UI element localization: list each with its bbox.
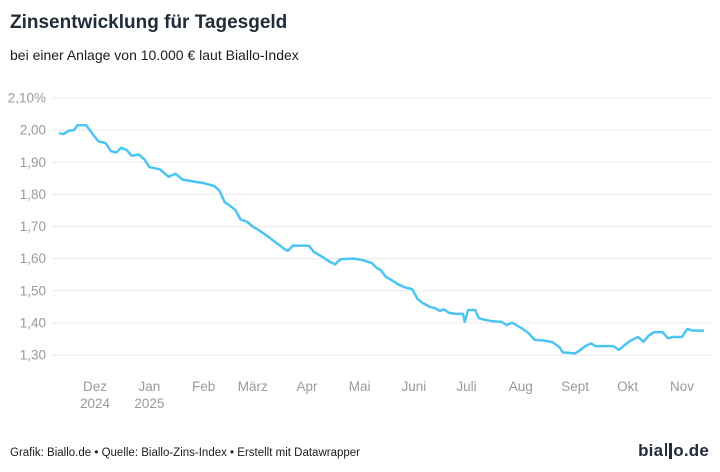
chart-svg: 2,10% 2,00 1,90 1,80 1,70 1,60 1,50 1,40 1,30 Dez… bbox=[8, 91, 712, 411]
chart-subtitle: bei einer Anlage von 10.000 € laut Biall… bbox=[10, 47, 299, 63]
logo-letter-bar-icon bbox=[669, 443, 672, 459]
x-tick-label: Dez bbox=[83, 379, 107, 394]
y-tick-label: 1,50 bbox=[20, 283, 46, 298]
x-tick-label: Nov bbox=[670, 379, 694, 394]
logo-text-suffix: o.de bbox=[673, 441, 709, 460]
x-tick-label: Juli bbox=[456, 379, 476, 394]
y-tick-label: 1,60 bbox=[20, 251, 46, 266]
series-line-tagesgeld bbox=[58, 124, 705, 355]
y-tick-label: 2,10% bbox=[8, 91, 46, 106]
y-tick-label: 1,80 bbox=[20, 187, 46, 202]
x-tick-label: März bbox=[238, 379, 268, 394]
x-tick-label: Aug bbox=[509, 379, 533, 394]
x-tick-label: Okt bbox=[617, 379, 638, 394]
y-tick-label: 1,90 bbox=[20, 155, 46, 170]
x-tick-label: Sept bbox=[561, 379, 589, 394]
y-tick-label: 1,40 bbox=[20, 315, 46, 330]
y-tick-label: 2,00 bbox=[20, 123, 46, 138]
x-tick-label: Juni bbox=[402, 379, 427, 394]
y-tick-label: 1,70 bbox=[20, 219, 46, 234]
attribution-line: Grafik: Biallo.de • Quelle: Biallo-Zins-… bbox=[10, 447, 360, 459]
biallo-logo: bia o.de bbox=[638, 441, 709, 461]
x-tick-label: Apr bbox=[297, 379, 319, 394]
chart-header: Zinsentwicklung für Tagesgeld bei einer … bbox=[10, 11, 710, 64]
x-tick-label: Feb bbox=[192, 379, 215, 394]
x-tick-year-label: 2024 bbox=[80, 396, 111, 411]
x-tick-year-label: 2025 bbox=[134, 396, 164, 411]
x-tick-label: Mai bbox=[349, 379, 371, 394]
x-tick-label: Jan bbox=[138, 379, 160, 394]
page-title: Zinsentwicklung für Tagesgeld bbox=[10, 12, 288, 33]
logo-text-prefix: bia bbox=[638, 441, 664, 460]
y-tick-label: 1,30 bbox=[20, 348, 46, 363]
logo-letter-bar-icon bbox=[664, 443, 668, 456]
